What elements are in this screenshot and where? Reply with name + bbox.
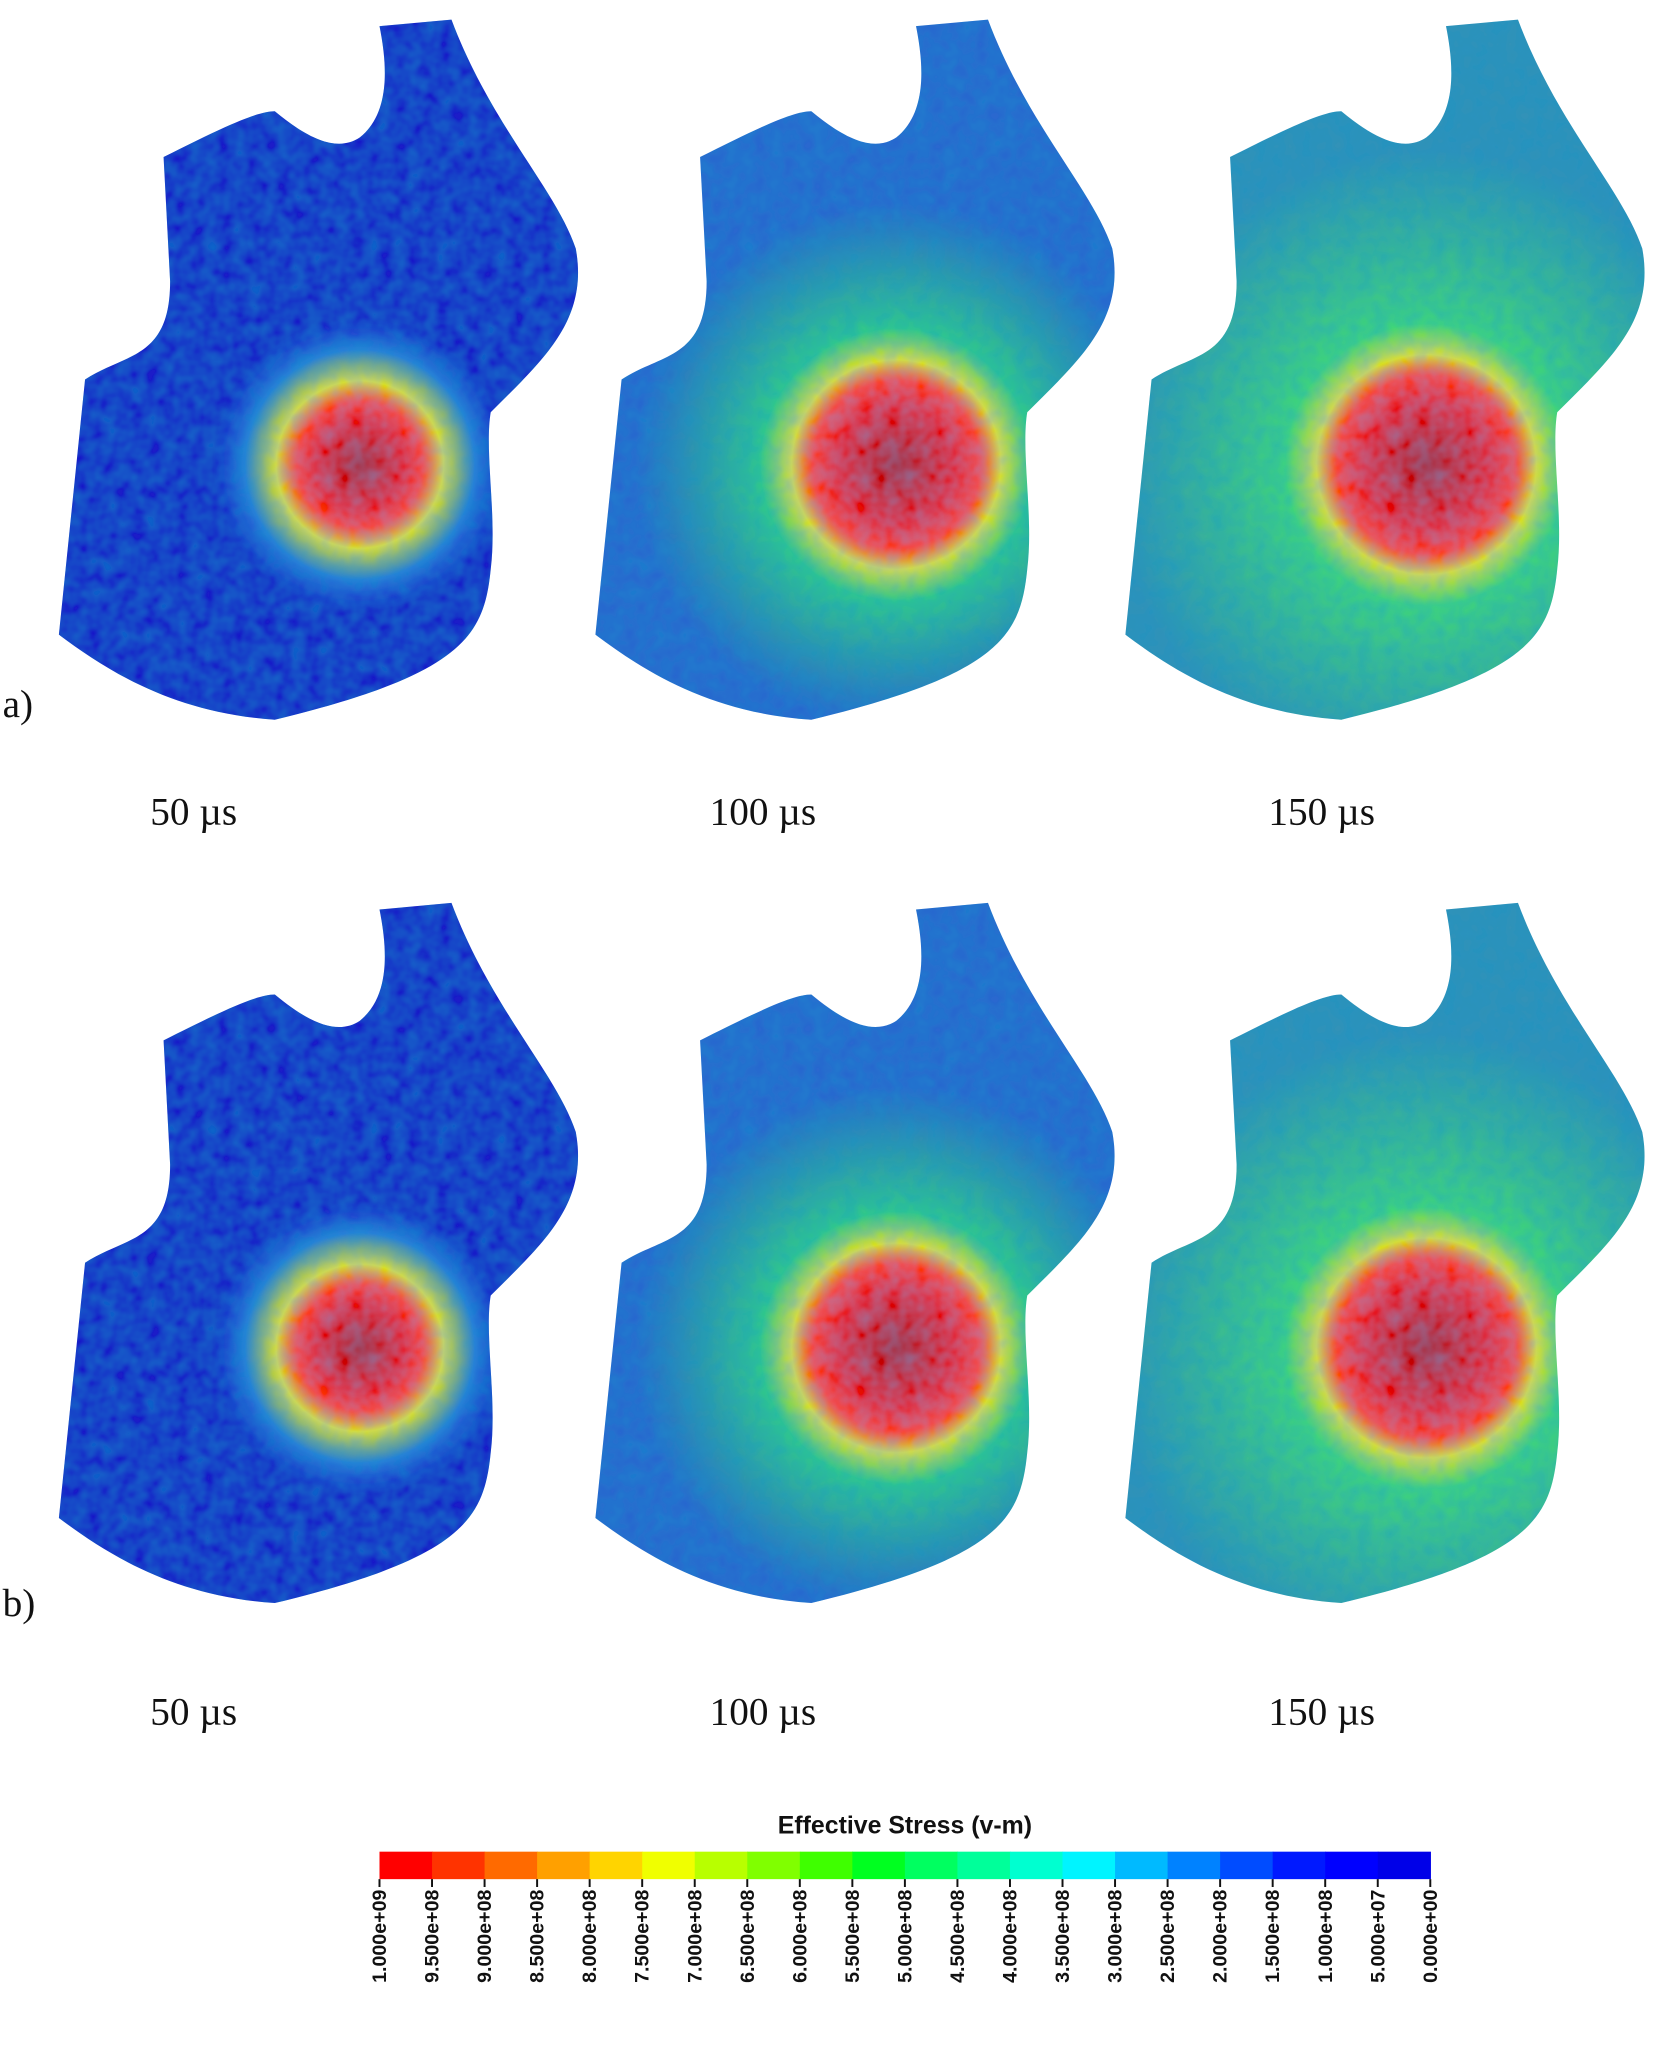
colorbar-title: Effective Stress (v-m) [778, 1811, 1032, 1839]
time-label: 100 µs [710, 790, 817, 833]
colorbar-segment [432, 1851, 486, 1880]
colorbar-segment [694, 1851, 748, 1880]
colorbar-segment [1115, 1851, 1169, 1880]
colorbar-segment [379, 1851, 433, 1880]
colorbar-tick-label: 2.000e+08 [1210, 1890, 1232, 1983]
torso-model [58, 19, 579, 720]
colorbar-tick-label: 9.500e+08 [422, 1890, 444, 1983]
colorbar-segment [1167, 1851, 1221, 1880]
simulation-frame [595, 19, 1115, 720]
colorbar-tick-label: 6.500e+08 [737, 1890, 759, 1983]
time-label: 100 µs [710, 1691, 817, 1734]
panel-label: b) [3, 1582, 36, 1625]
colorbar-segment [537, 1851, 591, 1880]
colorbar-segment [904, 1851, 959, 1880]
simulation-frame [595, 902, 1115, 1604]
colorbar-tick-label: 1.000e+08 [1315, 1890, 1337, 1983]
colorbar-segment [1009, 1851, 1064, 1880]
colorbar-tick-label: 9.000e+08 [474, 1890, 496, 1983]
colorbar-tick-label: 2.500e+08 [1157, 1890, 1179, 1983]
simulation-frame [1125, 902, 1645, 1604]
colorbar-tick-label: 5.000e+08 [894, 1890, 916, 1983]
colorbar-segment [1062, 1851, 1116, 1880]
colorbar-segment [642, 1851, 696, 1880]
colorbar-segment [799, 1851, 854, 1880]
time-label: 50 µs [150, 1691, 237, 1734]
torso-model [595, 902, 1115, 1604]
time-label: 150 µs [1268, 790, 1375, 833]
torso-model [58, 902, 579, 1604]
colorbar-segment [1220, 1851, 1274, 1880]
colorbar-segment [1272, 1851, 1326, 1880]
colorbar-segment [1325, 1851, 1379, 1880]
torso-model [595, 19, 1115, 720]
colorbar-tick-label: 4.500e+08 [947, 1890, 969, 1983]
colorbar-tick-label: 5.500e+08 [842, 1890, 864, 1983]
colorbar-tick-label: 6.000e+08 [789, 1890, 811, 1983]
simulation-frame [1125, 19, 1645, 720]
colorbar-tick-label: 7.500e+08 [632, 1890, 654, 1983]
colorbar-tick-label: 3.500e+08 [1052, 1890, 1074, 1983]
time-label: 150 µs [1268, 1691, 1375, 1734]
colorbar-segment [589, 1851, 643, 1880]
torso-model [1125, 902, 1645, 1604]
colorbar-tick-label: 1.000e+09 [369, 1890, 391, 1983]
colorbar-tick-label: 7.000e+08 [684, 1890, 706, 1983]
colorbar-tick-label: 3.000e+08 [1105, 1890, 1127, 1983]
simulation-frame [58, 902, 579, 1604]
time-label: 50 µs [150, 790, 237, 833]
colorbar-tick-label: 4.000e+08 [1000, 1890, 1022, 1983]
colorbar-tick-label: 0.000e+00 [1420, 1890, 1442, 1983]
torso-model [1125, 19, 1645, 720]
simulation-frame [58, 19, 579, 720]
colorbar-segment [747, 1851, 801, 1880]
colorbar-segment [1377, 1851, 1431, 1880]
colorbar-tick-label: 8.000e+08 [579, 1890, 601, 1983]
colorbar-tick-label: 5.000e+07 [1367, 1890, 1389, 1983]
colorbar-tick-label: 8.500e+08 [527, 1890, 549, 1983]
colorbar-segment [957, 1851, 1011, 1880]
colorbar-segment [852, 1851, 906, 1880]
panel-label: a) [3, 683, 34, 726]
colorbar-tick-label: 1.500e+08 [1262, 1890, 1284, 1983]
colorbar-segment [484, 1851, 538, 1880]
